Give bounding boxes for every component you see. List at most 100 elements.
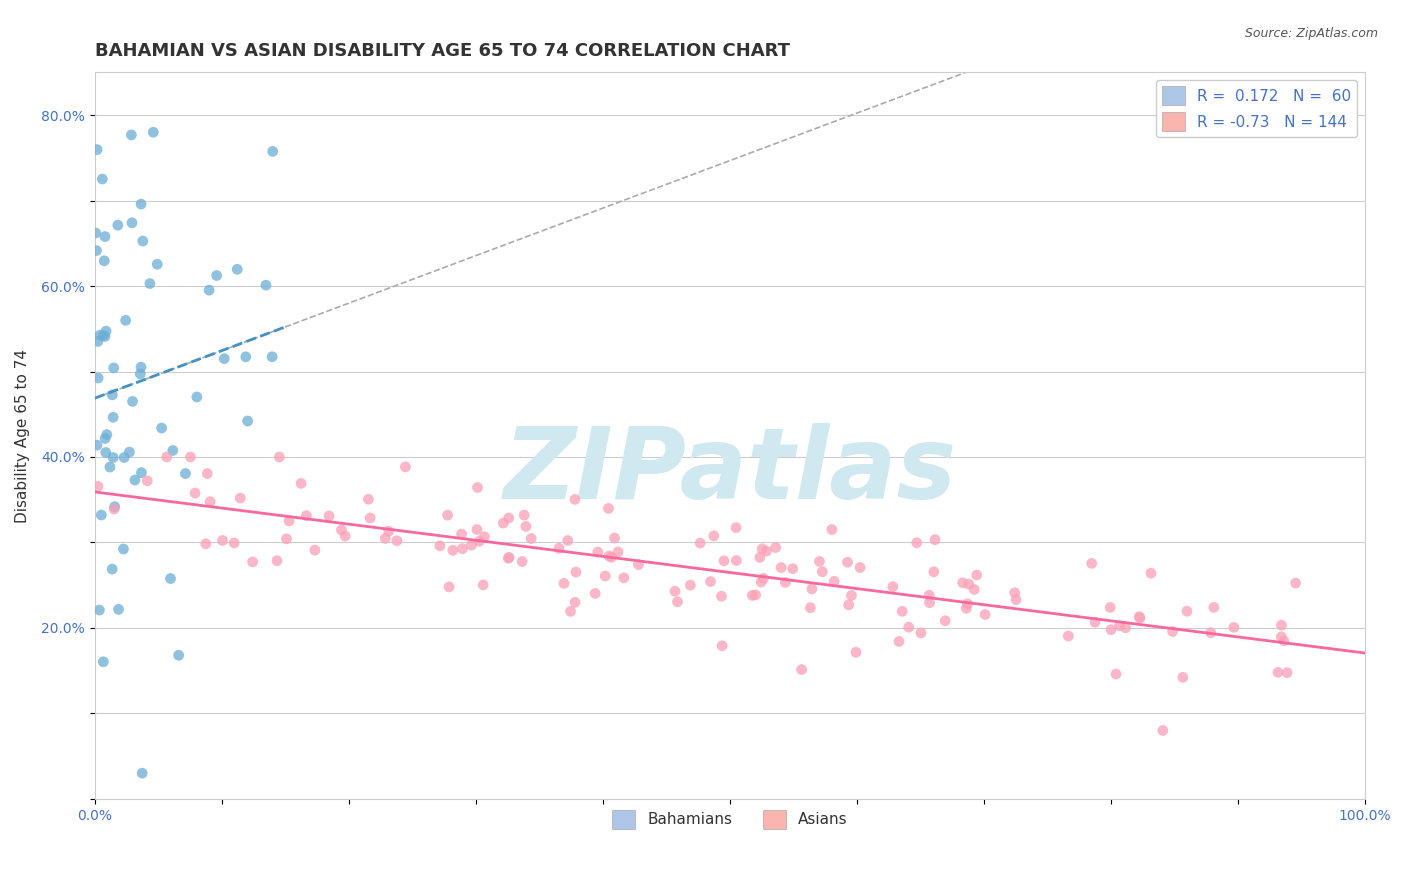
Bahamians	[262, 145, 284, 159]
Asians	[229, 491, 252, 505]
Asians	[703, 529, 725, 543]
Asians	[713, 554, 735, 568]
Asians	[357, 492, 380, 507]
Bahamians	[121, 394, 143, 409]
Asians	[87, 479, 110, 493]
Asians	[751, 541, 773, 556]
Bahamians	[131, 466, 153, 480]
Asians	[394, 459, 416, 474]
Bahamians	[89, 328, 111, 343]
Asians	[711, 639, 734, 653]
Asians	[1105, 667, 1128, 681]
Asians	[849, 560, 872, 574]
Asians	[897, 620, 920, 634]
Asians	[1004, 586, 1026, 600]
Asians	[460, 538, 482, 552]
Asians	[790, 663, 813, 677]
Asians	[451, 541, 474, 556]
Bahamians	[129, 197, 152, 211]
Bahamians	[167, 648, 190, 663]
Asians	[887, 634, 910, 648]
Asians	[689, 536, 711, 550]
Text: Source: ZipAtlas.com: Source: ZipAtlas.com	[1244, 27, 1378, 40]
Asians	[498, 511, 520, 525]
Asians	[811, 565, 834, 579]
Bahamians	[112, 450, 135, 465]
Bahamians	[226, 262, 249, 277]
Bahamians	[132, 234, 155, 248]
Bahamians	[120, 128, 142, 142]
Asians	[891, 604, 914, 618]
Bahamians	[94, 445, 117, 459]
Asians	[974, 607, 997, 622]
Asians	[492, 516, 515, 531]
Asians	[510, 554, 533, 568]
Bahamians	[101, 562, 124, 576]
Asians	[195, 467, 218, 481]
Asians	[598, 549, 620, 563]
Text: BAHAMIAN VS ASIAN DISABILITY AGE 65 TO 74 CORRELATION CHART: BAHAMIAN VS ASIAN DISABILITY AGE 65 TO 7…	[94, 42, 790, 60]
Bahamians	[262, 350, 284, 364]
Asians	[465, 523, 488, 537]
Asians	[1099, 600, 1122, 615]
Bahamians	[86, 244, 108, 258]
Asians	[266, 554, 288, 568]
Asians	[586, 545, 609, 559]
Bahamians	[146, 257, 169, 271]
Asians	[952, 575, 974, 590]
Asians	[838, 598, 860, 612]
Asians	[1057, 629, 1080, 643]
Bahamians	[235, 350, 257, 364]
Bahamians	[91, 655, 114, 669]
Bahamians	[107, 218, 129, 232]
Asians	[593, 569, 616, 583]
Bahamians	[186, 390, 208, 404]
Asians	[1171, 670, 1194, 684]
Asians	[905, 535, 928, 549]
Asians	[910, 626, 932, 640]
Asians	[1099, 623, 1122, 637]
Asians	[882, 580, 904, 594]
Asians	[278, 514, 301, 528]
Asians	[725, 553, 748, 567]
Asians	[821, 523, 844, 537]
Asians	[1275, 665, 1298, 680]
Asians	[520, 532, 543, 546]
Asians	[800, 582, 823, 596]
Asians	[1161, 624, 1184, 639]
Bahamians	[174, 467, 197, 481]
Asians	[496, 551, 519, 566]
Asians	[103, 502, 125, 516]
Asians	[1270, 630, 1292, 644]
Bahamians	[94, 324, 117, 338]
Asians	[1140, 566, 1163, 581]
Asians	[600, 550, 623, 565]
Bahamians	[94, 229, 117, 244]
Bahamians	[162, 443, 184, 458]
Bahamians	[98, 460, 121, 475]
Asians	[775, 575, 797, 590]
Asians	[472, 578, 495, 592]
Bahamians	[131, 766, 153, 780]
Bahamians	[129, 367, 152, 381]
Asians	[963, 582, 986, 597]
Asians	[560, 604, 582, 618]
Asians	[564, 492, 586, 507]
Bahamians	[87, 371, 110, 385]
Asians	[330, 523, 353, 537]
Bahamians	[103, 360, 125, 375]
Asians	[679, 578, 702, 592]
Asians	[924, 533, 946, 547]
Asians	[318, 508, 340, 523]
Bahamians	[86, 438, 108, 452]
Asians	[1005, 592, 1028, 607]
Asians	[724, 521, 747, 535]
Bahamians	[86, 143, 108, 157]
Asians	[335, 529, 357, 543]
Asians	[1080, 557, 1102, 571]
Asians	[194, 537, 217, 551]
Bahamians	[112, 541, 135, 556]
Bahamians	[142, 125, 165, 139]
Asians	[823, 574, 845, 589]
Bahamians	[159, 572, 181, 586]
